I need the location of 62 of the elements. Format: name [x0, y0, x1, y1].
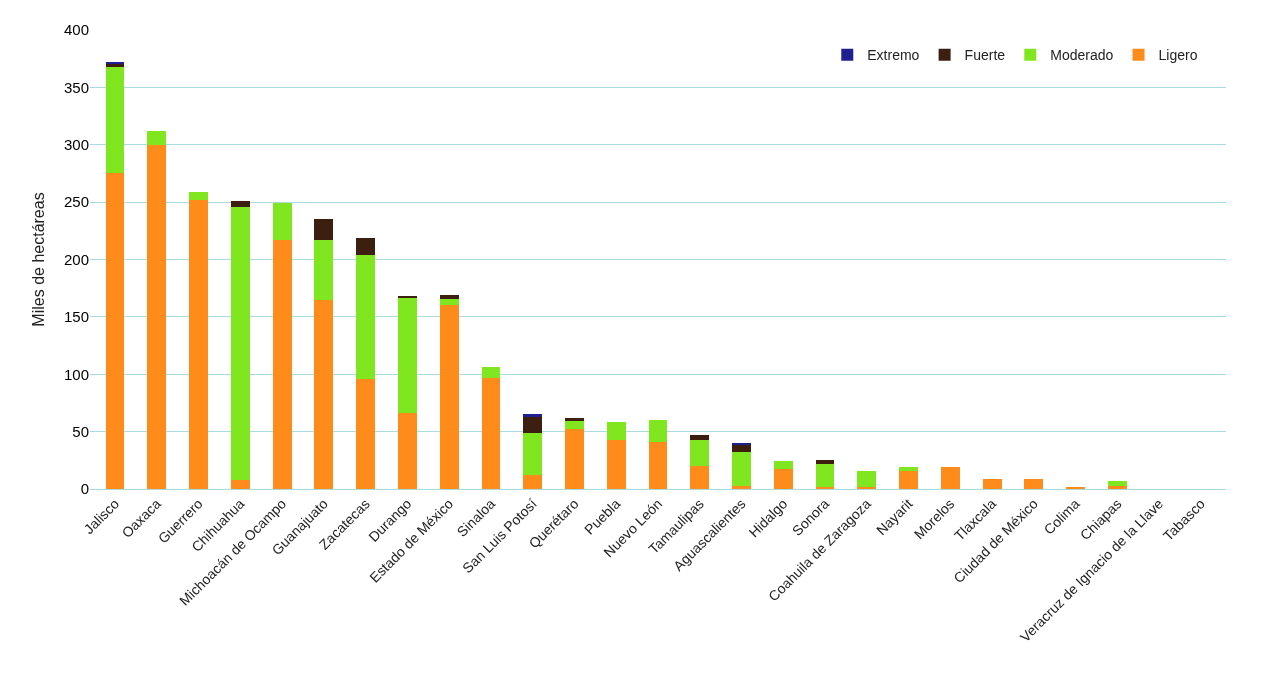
- bar: [1108, 480, 1127, 486]
- bar: [523, 475, 543, 489]
- legend-label: Extremo: [867, 47, 920, 64]
- bar: [773, 469, 793, 489]
- bar: [565, 429, 584, 489]
- bar: [732, 452, 751, 486]
- bar: [690, 466, 710, 489]
- bar: [523, 416, 543, 433]
- bar: [481, 377, 501, 489]
- legend-label: Moderado: [1050, 47, 1114, 64]
- bar: [439, 305, 459, 489]
- y-tick-label: 100: [63, 365, 89, 383]
- bar: [314, 299, 334, 489]
- bar: [815, 460, 835, 464]
- bar: [356, 254, 376, 379]
- y-tick-label: 350: [63, 78, 89, 96]
- bar: [398, 413, 417, 489]
- bar: [230, 479, 250, 489]
- bar: [648, 420, 668, 442]
- bar: [606, 422, 626, 440]
- bar: [899, 467, 918, 471]
- y-tick-label: 300: [63, 136, 89, 153]
- y-axis-title: Miles de hectáreas: [29, 192, 47, 327]
- legend-label: Ligero: [1158, 47, 1198, 64]
- bar: [690, 435, 710, 440]
- y-tick-label: 250: [63, 193, 89, 211]
- bar: [356, 378, 376, 489]
- y-tick-label: 150: [63, 308, 89, 326]
- bar: [314, 239, 334, 300]
- bar: [230, 206, 250, 480]
- bar: [815, 463, 835, 487]
- bar: [565, 421, 584, 430]
- bar: [606, 439, 626, 489]
- y-tick-label: 50: [72, 422, 89, 440]
- bar: [272, 203, 292, 240]
- bar: [690, 439, 710, 467]
- bar: [314, 219, 334, 240]
- bar: [147, 130, 167, 145]
- bar: [189, 191, 208, 200]
- bar: [147, 144, 167, 489]
- bar: [899, 470, 918, 489]
- bar: [105, 66, 125, 174]
- legend-label: Fuerte: [964, 47, 1006, 64]
- bar: [439, 295, 459, 299]
- bar: [230, 200, 250, 207]
- y-tick-label: 0: [80, 480, 89, 498]
- bar: [1024, 478, 1044, 489]
- bar: [648, 441, 668, 489]
- bar: [105, 173, 125, 489]
- bar: [857, 470, 877, 487]
- bar: [272, 239, 292, 489]
- bar: [356, 237, 376, 255]
- bar: [982, 478, 1002, 489]
- bar: [398, 297, 417, 414]
- bar: [940, 467, 960, 489]
- y-tick-label: 200: [63, 250, 89, 268]
- bar: [481, 367, 501, 378]
- y-tick-label: 400: [63, 21, 89, 39]
- bar: [523, 414, 543, 417]
- bar: [189, 199, 208, 489]
- bar: [523, 432, 543, 476]
- bar: [773, 461, 793, 470]
